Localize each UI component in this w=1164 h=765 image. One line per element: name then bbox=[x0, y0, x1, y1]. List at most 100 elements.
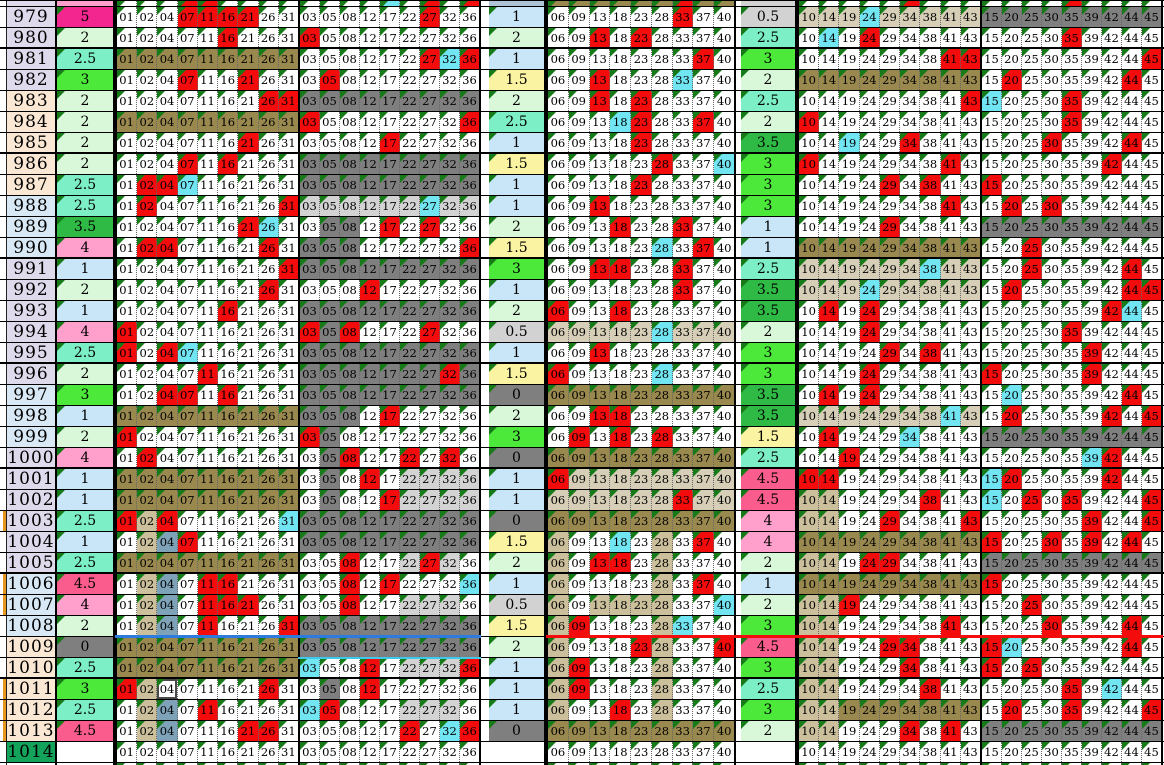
number-cell-35[interactable]: 35 bbox=[1062, 154, 1082, 174]
number-cell-37[interactable]: 37 bbox=[693, 280, 714, 300]
number-cell-01[interactable]: 01 bbox=[117, 637, 137, 657]
number-cell-08[interactable]: 08 bbox=[340, 553, 360, 572]
number-cell-23[interactable]: 23 bbox=[631, 28, 652, 47]
number-cell-27[interactable]: 27 bbox=[420, 574, 440, 594]
number-cell-22[interactable]: 22 bbox=[400, 28, 420, 47]
gap-value-cell[interactable]: 0.5 bbox=[489, 595, 546, 615]
number-cell-36[interactable]: 36 bbox=[460, 343, 479, 362]
number-cell-25[interactable]: 25 bbox=[1022, 28, 1042, 47]
number-cell-35[interactable]: 35 bbox=[1062, 217, 1082, 237]
number-cell-24[interactable]: 24 bbox=[860, 553, 880, 572]
number-cell-36[interactable]: 36 bbox=[460, 364, 479, 384]
gap-value-cell[interactable]: 0.5 bbox=[489, 322, 546, 342]
number-cell-05[interactable]: 05 bbox=[320, 217, 340, 237]
number-cell-14[interactable]: 14 bbox=[819, 532, 839, 552]
number-cell-24[interactable]: 24 bbox=[860, 322, 880, 342]
gap-value-cell[interactable]: 3.5 bbox=[741, 133, 797, 152]
number-cell-44[interactable]: 44 bbox=[1122, 469, 1142, 489]
number-cell-37[interactable]: 37 bbox=[693, 490, 714, 510]
number-cell-16[interactable]: 16 bbox=[218, 406, 238, 426]
number-cell-33[interactable]: 33 bbox=[673, 574, 694, 594]
gap-value-cell[interactable]: 3 bbox=[489, 259, 546, 279]
number-cell-17[interactable]: 17 bbox=[380, 91, 400, 111]
number-cell-31[interactable]: 31 bbox=[279, 385, 298, 405]
number-cell-04[interactable]: 04 bbox=[157, 196, 177, 216]
number-cell-18[interactable]: 18 bbox=[610, 532, 631, 552]
gap-value-cell[interactable]: 3 bbox=[741, 49, 797, 69]
number-cell-14[interactable]: 14 bbox=[819, 28, 839, 47]
number-cell-31[interactable]: 31 bbox=[279, 469, 298, 489]
number-cell-34[interactable]: 34 bbox=[900, 574, 920, 594]
number-cell-32[interactable]: 32 bbox=[440, 427, 460, 447]
number-cell-25[interactable]: 25 bbox=[1022, 112, 1042, 132]
number-cell-16[interactable]: 16 bbox=[218, 427, 238, 447]
number-cell-41[interactable]: 41 bbox=[941, 511, 961, 531]
number-cell-18[interactable]: 18 bbox=[610, 385, 631, 405]
number-cell-44[interactable]: 44 bbox=[1122, 1, 1142, 6]
number-cell-30[interactable]: 30 bbox=[1042, 196, 1062, 216]
number-cell-31[interactable]: 31 bbox=[279, 574, 298, 594]
number-cell-33[interactable]: 33 bbox=[673, 28, 694, 47]
number-cell-34[interactable]: 34 bbox=[900, 322, 920, 342]
number-cell-37[interactable]: 37 bbox=[693, 469, 714, 489]
number-cell-40[interactable]: 40 bbox=[714, 385, 734, 405]
number-cell-36[interactable]: 36 bbox=[460, 406, 479, 426]
number-cell-01[interactable]: 01 bbox=[117, 658, 137, 677]
number-cell-13[interactable]: 13 bbox=[590, 490, 611, 510]
number-cell-41[interactable]: 41 bbox=[941, 7, 961, 27]
gap-value-cell[interactable]: 1 bbox=[489, 196, 546, 216]
number-cell-23[interactable]: 23 bbox=[631, 427, 652, 447]
number-cell-45[interactable]: 45 bbox=[1142, 490, 1161, 510]
number-cell-39[interactable]: 39 bbox=[1082, 511, 1102, 531]
number-cell-05[interactable]: 05 bbox=[320, 427, 340, 447]
number-cell-30[interactable]: 30 bbox=[1042, 385, 1062, 405]
number-cell-16[interactable]: 16 bbox=[218, 301, 238, 321]
number-cell-43[interactable]: 43 bbox=[961, 133, 980, 152]
number-cell-30[interactable]: 30 bbox=[1042, 175, 1062, 195]
number-cell-03[interactable]: 03 bbox=[300, 7, 320, 27]
gap-value-cell[interactable]: 2 bbox=[741, 70, 797, 90]
number-cell-12[interactable]: 12 bbox=[360, 7, 380, 27]
number-cell-10[interactable]: 10 bbox=[799, 616, 819, 636]
period-label[interactable]: 1006 bbox=[7, 574, 57, 594]
number-cell-30[interactable]: 30 bbox=[1042, 406, 1062, 426]
number-cell-33[interactable]: 33 bbox=[673, 91, 694, 111]
number-cell-45[interactable]: 45 bbox=[1142, 553, 1161, 572]
number-cell-37[interactable]: 37 bbox=[693, 574, 714, 594]
number-cell-21[interactable]: 21 bbox=[238, 49, 258, 69]
number-cell-28[interactable]: 28 bbox=[652, 448, 673, 467]
number-cell-10[interactable]: 10 bbox=[799, 217, 819, 237]
number-cell-33[interactable]: 33 bbox=[673, 49, 694, 69]
number-cell-30[interactable]: 30 bbox=[1042, 490, 1062, 510]
gap-value-cell[interactable]: 2.5 bbox=[57, 511, 115, 531]
number-cell-06[interactable]: 06 bbox=[548, 175, 569, 195]
number-cell-06[interactable]: 06 bbox=[548, 532, 569, 552]
number-cell-19[interactable]: 19 bbox=[839, 406, 859, 426]
number-cell-09[interactable]: 09 bbox=[569, 448, 590, 467]
number-cell-27[interactable]: 27 bbox=[420, 553, 440, 572]
number-cell-28[interactable]: 28 bbox=[652, 175, 673, 195]
number-cell-03[interactable]: 03 bbox=[300, 574, 320, 594]
number-cell-44[interactable]: 44 bbox=[1122, 70, 1142, 90]
number-cell-12[interactable]: 12 bbox=[360, 196, 380, 216]
number-cell-42[interactable]: 42 bbox=[1102, 616, 1122, 636]
period-label[interactable]: 981 bbox=[7, 49, 57, 69]
number-cell-40[interactable]: 40 bbox=[714, 91, 734, 111]
number-cell-34[interactable]: 34 bbox=[900, 595, 920, 615]
number-cell-07[interactable]: 07 bbox=[178, 448, 198, 467]
number-cell-39[interactable]: 39 bbox=[1082, 301, 1102, 321]
number-cell-13[interactable]: 13 bbox=[590, 364, 611, 384]
number-cell-22[interactable]: 22 bbox=[400, 595, 420, 615]
number-cell-34[interactable]: 34 bbox=[900, 448, 920, 467]
number-cell-22[interactable]: 22 bbox=[400, 112, 420, 132]
number-cell-11[interactable]: 11 bbox=[198, 259, 218, 279]
number-cell-40[interactable]: 40 bbox=[714, 112, 734, 132]
number-cell-20[interactable]: 20 bbox=[1002, 427, 1022, 447]
gap-value-cell[interactable] bbox=[741, 1, 797, 6]
number-cell-24[interactable]: 24 bbox=[860, 532, 880, 552]
number-cell-35[interactable]: 35 bbox=[1062, 448, 1082, 467]
number-cell-15[interactable]: 15 bbox=[982, 28, 1002, 47]
number-cell-42[interactable]: 42 bbox=[1102, 7, 1122, 27]
number-cell-02[interactable]: 02 bbox=[137, 406, 157, 426]
number-cell-43[interactable]: 43 bbox=[961, 175, 980, 195]
